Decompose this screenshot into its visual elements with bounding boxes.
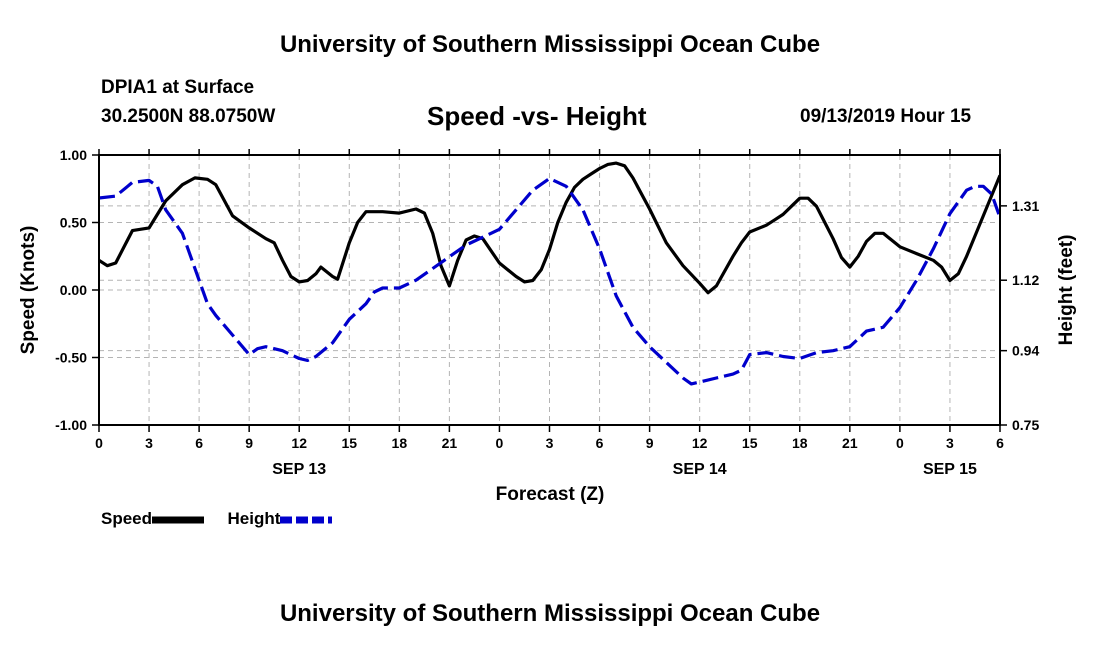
station-label: DPIA1 at Surface — [101, 77, 255, 98]
y-right-tick-label: 1.12 — [1012, 272, 1039, 288]
grid-lines — [99, 155, 1000, 425]
legend-speed-label: Speed — [101, 509, 153, 528]
x-tick-label: 3 — [946, 435, 954, 451]
x-tick-label: 0 — [95, 435, 103, 451]
y-right-tick-label: 1.31 — [1012, 198, 1039, 214]
y-right-tick-label: 0.75 — [1012, 417, 1039, 433]
y-right-tick-label: 0.94 — [1012, 343, 1039, 359]
y-axis-left-label: Speed (Knots) — [18, 226, 39, 355]
x-tick-label: 12 — [692, 435, 708, 451]
height-series-line — [99, 176, 1000, 386]
day-label: SEP 15 — [923, 461, 977, 478]
x-tick-label: 15 — [341, 435, 357, 451]
x-axis-label: Forecast (Z) — [496, 484, 605, 505]
x-tick-label: 3 — [546, 435, 554, 451]
speed-series-line — [99, 161, 1000, 295]
y-left-tick-label: 1.00 — [60, 147, 87, 163]
x-tick-label: 9 — [245, 435, 253, 451]
day-label: SEP 14 — [673, 461, 727, 478]
datetime-label: 09/13/2019 Hour 15 — [800, 106, 972, 127]
x-tick-label: 15 — [742, 435, 758, 451]
x-tick-label: 18 — [392, 435, 408, 451]
legend-speed-swatch — [152, 516, 205, 524]
y-left-tick-label: -0.50 — [55, 350, 87, 366]
y-left-tick-label: 0.00 — [60, 282, 87, 298]
y-left-tick-label: 0.50 — [60, 215, 87, 231]
series-group — [99, 161, 1000, 386]
legend-height-label: Height — [227, 509, 281, 528]
x-tick-label: 6 — [195, 435, 203, 451]
legend-height-swatch — [280, 516, 333, 524]
y-axis-right-label: Height (feet) — [1056, 235, 1077, 346]
x-tick-label: 18 — [792, 435, 808, 451]
coords-label: 30.2500N 88.0750W — [101, 106, 276, 127]
x-tick-label: 0 — [496, 435, 504, 451]
x-tick-label: 21 — [442, 435, 458, 451]
chart-title: Speed -vs- Height — [427, 101, 647, 131]
axes-group: 0 3 6 9 12 15 18 21 0 3 6 9 12 15 18 21 0 3 6 SEP 13 SEP 14 S… — [55, 147, 1039, 478]
x-tick-label: 21 — [842, 435, 858, 451]
x-tick-label: 3 — [145, 435, 153, 451]
x-tick-label: 12 — [291, 435, 307, 451]
legend: Speed Height — [101, 509, 333, 529]
x-tick-label: 6 — [596, 435, 604, 451]
top-title: University of Southern Mississippi Ocean… — [279, 31, 821, 58]
x-tick-label: 0 — [896, 435, 904, 451]
y-left-tick-label: -1.00 — [55, 417, 87, 433]
x-tick-label: 6 — [996, 435, 1004, 451]
x-tick-label: 9 — [646, 435, 654, 451]
bottom-title: University of Southern Mississippi Ocean… — [279, 600, 821, 627]
day-label: SEP 13 — [272, 461, 326, 478]
